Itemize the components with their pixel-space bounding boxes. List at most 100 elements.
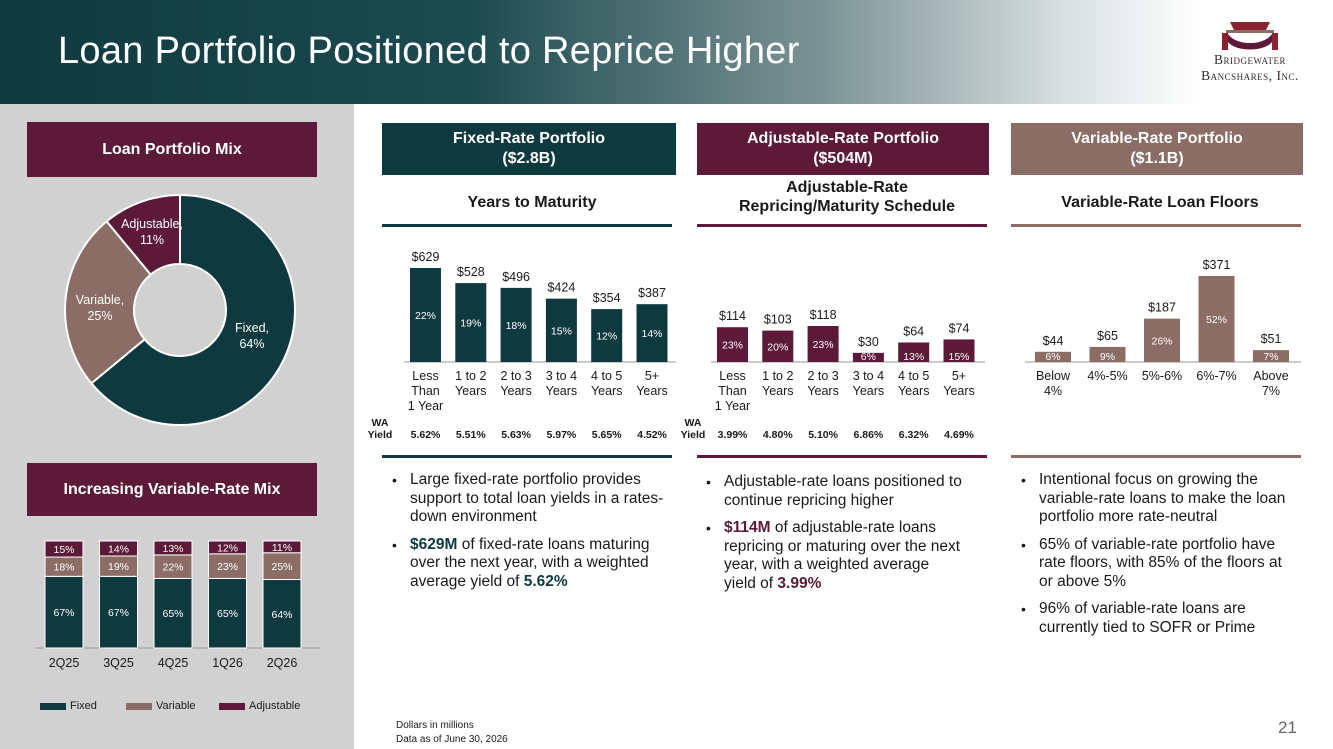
adjustable-value-label-5: $74 bbox=[949, 321, 970, 335]
variable-percent-label-4: 7% bbox=[1263, 351, 1278, 363]
adjustable-rule-bottom bbox=[697, 455, 987, 458]
page-title: Loan Portfolio Positioned to Reprice Hig… bbox=[58, 30, 800, 73]
mix-legend: Fixed Variable Adjustable bbox=[38, 700, 338, 716]
fixed-value-label-5: $387 bbox=[638, 286, 666, 300]
variable-amount: ($1.1B) bbox=[1130, 149, 1183, 169]
variable-x-tick-2: 5%-6% bbox=[1142, 369, 1182, 383]
variable-rate-floors-chart: $44 6% Below 4% $65 9% 4%-5% $187 26% 5%-6% $371 52… bbox=[1011, 236, 1311, 436]
stacked-label-adjustable-3Q25: 14% bbox=[108, 543, 129, 555]
adjustable-x-tick-2: 2 to 3 Years bbox=[807, 369, 839, 398]
stacked-x-tick-2Q26: 2Q26 bbox=[267, 656, 298, 670]
adjustable-percent-label-1: 20% bbox=[767, 341, 788, 353]
logo-wordmark: Bridgewater Bancshares, Inc. bbox=[1180, 52, 1320, 84]
fixed-yield-3: 5.97% bbox=[547, 429, 577, 441]
bullet-item: $629M of fixed-rate loans maturing over … bbox=[390, 536, 670, 592]
footnote-units: Dollars in millions bbox=[396, 719, 508, 733]
adjustable-yield-5: 4.69% bbox=[944, 429, 974, 441]
variable-chart-title-text: Variable-Rate Loan Floors bbox=[1011, 193, 1309, 212]
variable-rule-bottom bbox=[1011, 455, 1301, 458]
adjustable-value-label-4: $64 bbox=[903, 324, 924, 338]
variable-x-tick-1: 4%-5% bbox=[1087, 369, 1127, 383]
adjustable-yield-2: 5.10% bbox=[808, 429, 838, 441]
stacked-label-adjustable-2Q25: 15% bbox=[53, 544, 74, 556]
logo-line-1: Bridgewater bbox=[1180, 52, 1320, 68]
legend-variable-swatch bbox=[126, 703, 152, 710]
fixed-percent-label-5: 14% bbox=[641, 328, 662, 340]
adjustable-percent-label-0: 23% bbox=[722, 340, 743, 352]
adjustable-x-tick-1: 1 to 2 Years bbox=[762, 369, 794, 398]
fixed-x-tick-5: 5+ Years bbox=[636, 369, 668, 398]
fixed-value-label-0: $629 bbox=[412, 250, 440, 264]
legend-adjustable: Adjustable bbox=[219, 700, 300, 712]
adjustable-bullets: Adjustable-rate loans positioned to cont… bbox=[704, 473, 964, 602]
variable-rate-header: Variable-Rate Portfolio ($1.1B) bbox=[1011, 123, 1303, 175]
bullet-highlight: $629M bbox=[410, 536, 457, 553]
legend-variable: Variable bbox=[126, 700, 196, 712]
adjustable-rule-top bbox=[697, 224, 987, 227]
adjustable-x-tick-4: 4 to 5 Years bbox=[898, 369, 930, 398]
variable-percent-label-0: 6% bbox=[1045, 351, 1060, 363]
adjustable-percent-label-2: 23% bbox=[813, 339, 834, 351]
adjustable-value-label-0: $114 bbox=[719, 309, 746, 323]
bullet-item: Intentional focus on growing the variabl… bbox=[1019, 471, 1299, 527]
bullet-item: 96% of variable-rate loans are currently… bbox=[1019, 600, 1299, 637]
fixed-rate-header: Fixed-Rate Portfolio ($2.8B) bbox=[382, 123, 676, 175]
legend-fixed-label: Fixed bbox=[70, 700, 97, 712]
loan-portfolio-mix-header: Loan Portfolio Mix bbox=[27, 122, 317, 177]
bullet-item: 65% of variable-rate portfolio have rate… bbox=[1019, 536, 1299, 592]
fixed-percent-label-2: 18% bbox=[506, 320, 527, 332]
stacked-x-tick-1Q26: 1Q26 bbox=[212, 656, 243, 670]
adjustable-yield-4: 6.32% bbox=[899, 429, 929, 441]
fixed-x-tick-0: Less Than 1 Year bbox=[408, 369, 443, 413]
stacked-label-fixed-2Q25: 67% bbox=[53, 607, 74, 619]
fixed-yield-5: 4.52% bbox=[637, 429, 667, 441]
adjustable-amount: ($504M) bbox=[813, 149, 873, 169]
fixed-rule-bottom bbox=[382, 455, 672, 458]
page-number: 21 bbox=[1278, 718, 1297, 738]
variable-value-label-4: $51 bbox=[1261, 332, 1282, 346]
fixed-value-label-4: $354 bbox=[593, 291, 621, 305]
fixed-percent-label-4: 12% bbox=[596, 331, 617, 343]
bullet-text: Large fixed-rate portfolio provides supp… bbox=[410, 471, 663, 525]
adjustable-percent-label-3: 6% bbox=[861, 351, 876, 363]
variable-title: Variable-Rate Portfolio bbox=[1071, 129, 1243, 149]
adjustable-chart-title: Adjustable-Rate Repricing/Maturity Sched… bbox=[697, 178, 997, 216]
legend-adjustable-label: Adjustable bbox=[249, 700, 300, 712]
variable-rule-top bbox=[1011, 224, 1301, 227]
stacked-label-variable-3Q25: 19% bbox=[108, 561, 129, 573]
adjustable-rate-header: Adjustable-Rate Portfolio ($504M) bbox=[697, 123, 989, 175]
fixed-yield-2: 5.63% bbox=[501, 429, 531, 441]
variable-percent-label-3: 52% bbox=[1206, 314, 1227, 326]
fixed-percent-label-0: 22% bbox=[415, 310, 436, 322]
fixed-title: Fixed-Rate Portfolio bbox=[453, 129, 605, 149]
variable-x-tick-4: Above 7% bbox=[1253, 369, 1288, 398]
stacked-x-tick-3Q25: 3Q25 bbox=[103, 656, 134, 670]
adjustable-x-tick-0: Less Than 1 Year bbox=[715, 369, 750, 413]
adjustable-yield-label: WA Yield bbox=[681, 417, 706, 441]
bullet-item: $114M of adjustable-rate loans repricing… bbox=[704, 519, 964, 593]
variable-chart-title: Variable-Rate Loan Floors bbox=[1011, 193, 1309, 212]
stacked-label-adjustable-1Q26: 12% bbox=[217, 542, 238, 554]
bullet-item: Large fixed-rate portfolio provides supp… bbox=[390, 471, 670, 527]
stacked-label-variable-4Q25: 22% bbox=[162, 562, 183, 574]
stacked-label-variable-2Q26: 25% bbox=[271, 561, 292, 573]
adjustable-x-tick-5: 5+ Years bbox=[943, 369, 975, 398]
adjustable-value-label-3: $30 bbox=[858, 335, 879, 349]
bullet-highlight: $114M bbox=[724, 519, 771, 536]
adjustable-chart-title-2: Repricing/Maturity Schedule bbox=[697, 197, 997, 216]
bullet-text: 65% of variable-rate portfolio have rate… bbox=[1039, 536, 1282, 590]
adjustable-yield-0: 3.99% bbox=[718, 429, 748, 441]
stacked-x-tick-2Q25: 2Q25 bbox=[49, 656, 80, 670]
stacked-label-adjustable-2Q26: 11% bbox=[272, 542, 292, 554]
fixed-yield-4: 5.65% bbox=[592, 429, 622, 441]
variable-x-tick-0: Below 4% bbox=[1036, 369, 1071, 398]
variable-value-label-2: $187 bbox=[1148, 301, 1176, 315]
stacked-label-fixed-1Q26: 65% bbox=[217, 608, 238, 620]
adjustable-percent-label-5: 15% bbox=[948, 351, 969, 363]
bullet-highlight-yield: 5.62% bbox=[524, 573, 568, 590]
bullet-item: Adjustable-rate loans positioned to cont… bbox=[704, 473, 964, 510]
adjustable-percent-label-4: 13% bbox=[903, 351, 924, 363]
bullet-text: Adjustable-rate loans positioned to cont… bbox=[724, 473, 962, 509]
adjustable-value-label-1: $103 bbox=[764, 313, 792, 327]
stacked-x-tick-4Q25: 4Q25 bbox=[158, 656, 189, 670]
